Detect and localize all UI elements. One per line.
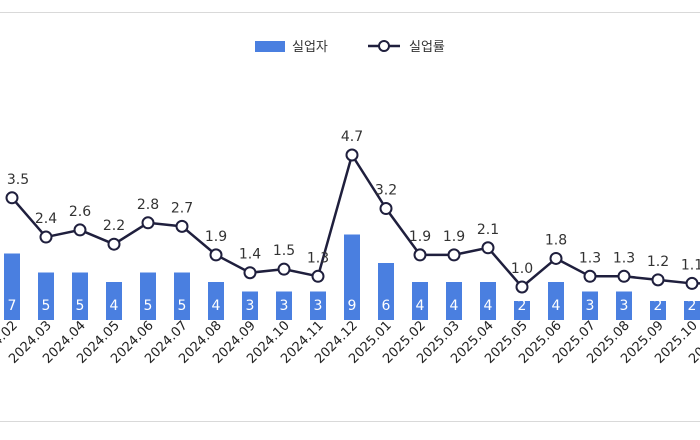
rate-label-2024.09: 1.4 (239, 247, 261, 263)
bar-label-2024.06: 5 (144, 298, 153, 314)
legend: 실업자 실업률 (255, 40, 445, 55)
bar-2024.04 (72, 272, 88, 320)
rate-label-2025.06: 1.8 (545, 232, 567, 248)
rate-label-2024.03: 2.4 (35, 211, 57, 227)
legend-line-label: 실업률 (409, 40, 445, 55)
rate-label-2025.01: 3.2 (375, 183, 397, 199)
bar-2025.09 (650, 301, 666, 320)
rate-label-2024.10: 1.5 (273, 243, 295, 259)
bar-label-2025.05: 2 (518, 298, 527, 314)
rate-marker-2024.04 (73, 223, 87, 237)
rate-label-2025.09: 1.2 (647, 254, 669, 270)
rate-label-2025.05: 1.0 (511, 261, 533, 277)
bar-label-2024.04: 5 (76, 298, 85, 314)
bar-2025.08 (616, 291, 632, 320)
chart-border (0, 12, 700, 422)
rate-markers (5, 148, 699, 294)
bar-2024.08 (208, 282, 224, 320)
bar-label-2024.12: 9 (348, 298, 357, 314)
legend-bar-swatch (255, 41, 285, 52)
bar-label-2024.10: 3 (280, 298, 289, 314)
rate-value-labels: 3.5 2.4 2.6 2.2 2.8 2.7 1.9 1.4 1.5 1.3 4.7 3.2 1.9 1… (7, 129, 700, 277)
bar-2025.04 (480, 282, 496, 320)
rate-marker-2025.05 (515, 280, 529, 294)
rate-label-2024.04: 2.6 (69, 204, 91, 220)
rate-marker-2024.12 (345, 148, 359, 162)
bar-label-2025.03: 4 (450, 298, 459, 314)
rate-marker-2024.05 (107, 237, 121, 251)
bar-label-2025.02: 4 (416, 298, 425, 314)
rate-label-2024.08: 1.9 (205, 229, 227, 245)
bar-2025.06 (548, 282, 564, 320)
bar-2025.02 (412, 282, 428, 320)
rate-marker-2024.09 (243, 266, 257, 280)
rate-marker-2024.03 (39, 230, 53, 244)
bar-2025.07 (582, 291, 598, 320)
rate-label-2024.07: 2.7 (171, 200, 193, 216)
rate-marker-2025.02 (413, 248, 427, 262)
rate-label-2024.02: 3.5 (7, 172, 29, 188)
rate-label-2024.11: 1.3 (307, 250, 329, 266)
rate-label-2025.04: 2.1 (477, 222, 499, 238)
bar-2024.02 (4, 253, 20, 320)
bar-2025.03 (446, 282, 462, 320)
rate-marker-2025.03 (447, 248, 461, 262)
rate-marker-2024.10 (277, 262, 291, 276)
rate-label-2025.03: 1.9 (443, 229, 465, 245)
bar-2025.01 (378, 263, 394, 320)
rate-marker-2025.04 (481, 241, 495, 255)
rate-label-2024.12: 4.7 (341, 129, 363, 145)
rate-marker-2024.02 (5, 191, 19, 205)
rate-marker-2024.06 (141, 216, 155, 230)
bar-label-2024.11: 3 (314, 298, 323, 314)
rate-label-2025.08: 1.3 (613, 250, 635, 266)
rate-marker-2025.07 (583, 269, 597, 283)
bar-value-labels: 7554554333964442433222 (8, 298, 697, 314)
bar-2024.09 (242, 291, 258, 320)
rate-marker-2025.10 (685, 276, 699, 290)
bar-label-2025.01: 6 (382, 298, 391, 314)
legend-line-marker (378, 40, 390, 52)
bar-label-2024.05: 4 (110, 298, 119, 314)
rate-marker-2025.01 (379, 202, 393, 216)
rate-line (11, 151, 700, 289)
bar-series (4, 234, 700, 320)
bar-2024.05 (106, 282, 122, 320)
rate-marker-2025.08 (617, 269, 631, 283)
rate-marker-2024.07 (175, 219, 189, 233)
bar-label-2025.06: 4 (552, 298, 561, 314)
bar-2024.07 (174, 272, 190, 320)
bar-2024.06 (140, 272, 156, 320)
bar-label-2024.02: 7 (8, 298, 17, 314)
bar-2025.10 (684, 301, 700, 320)
rate-label-2025.07: 1.3 (579, 250, 601, 266)
rate-label-2025.10: 1.1 (681, 257, 700, 273)
x-axis-tick-labels: 2024.022024.032024.042024.052024.062024.… (0, 318, 700, 367)
bar-label-2025.08: 3 (620, 298, 629, 314)
rate-marker-2025.09 (651, 273, 665, 287)
bar-2024.10 (276, 291, 292, 320)
rate-marker-2025.06 (549, 251, 563, 265)
rate-label-2024.06: 2.8 (137, 197, 159, 213)
rate-label-2025.02: 1.9 (409, 229, 431, 245)
bar-label-2025.09: 2 (654, 298, 663, 314)
bar-label-2025.10: 2 (688, 298, 697, 314)
bar-label-2025.07: 3 (586, 298, 595, 314)
rate-marker-2024.08 (209, 248, 223, 262)
bar-label-2024.07: 5 (178, 298, 187, 314)
legend-bar-label: 실업자 (292, 40, 328, 55)
bar-label-2024.03: 5 (42, 298, 51, 314)
rate-label-2024.05: 2.2 (103, 218, 125, 234)
bar-label-2024.09: 3 (246, 298, 255, 314)
bar-2024.12 (344, 234, 360, 320)
rate-marker-2024.11 (311, 269, 325, 283)
bar-2024.11 (310, 291, 326, 320)
bar-label-2025.04: 4 (484, 298, 493, 314)
bar-2024.03 (38, 272, 54, 320)
bar-2025.05 (514, 301, 530, 320)
bar-label-2024.08: 4 (212, 298, 221, 314)
